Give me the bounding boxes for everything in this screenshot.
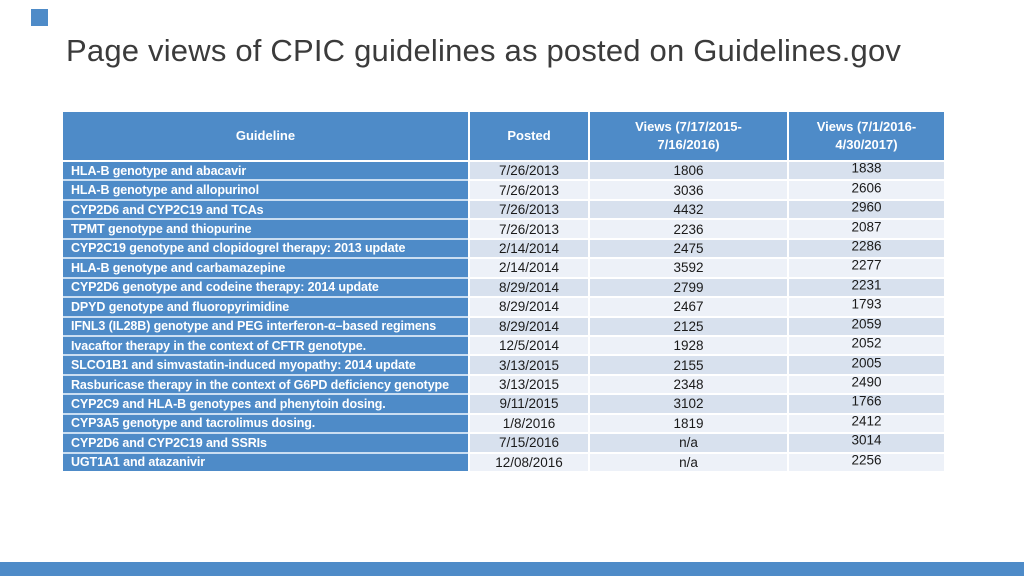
posted-cell: 7/26/2013 xyxy=(468,198,588,219)
views-2016-2017-cell: 2087 xyxy=(787,218,944,238)
column-header-views-2016-2017: Views (7/1/2016- 4/30/2017) xyxy=(787,112,944,160)
guidelines-table: Guideline Posted Views (7/17/2015- 7/16/… xyxy=(63,112,944,471)
posted-cell: 8/29/2014 xyxy=(468,315,588,335)
views-2015-2016-cell: 1806 xyxy=(588,160,787,180)
column-header-views-2015-2016: Views (7/17/2015- 7/16/2016) xyxy=(588,112,787,160)
posted-cell: 2/14/2014 xyxy=(468,257,588,277)
guideline-cell: UGT1A1 and atazanivir xyxy=(63,451,468,471)
views-2015-2016-cell: 2467 xyxy=(588,296,787,316)
views-2016-2017-cell: 1838 xyxy=(787,160,944,180)
table-row: UGT1A1 and atazanivir 12/08/2016 n/a 225… xyxy=(63,451,944,471)
table-row: TPMT genotype and thiopurine 7/26/2013 2… xyxy=(63,218,944,238)
corner-accent-square xyxy=(31,9,48,26)
table-row: CYP3A5 genotype and tacrolimus dosing. 1… xyxy=(63,412,944,433)
table-row: CYP2C19 genotype and clopidogrel therapy… xyxy=(63,237,944,258)
posted-cell: 7/26/2013 xyxy=(468,179,588,199)
guideline-cell: Ivacaftor therapy in the context of CFTR… xyxy=(63,334,468,355)
views-2015-2016-cell: 3102 xyxy=(588,393,787,413)
posted-cell: 9/11/2015 xyxy=(468,393,588,413)
guideline-cell: HLA-B genotype and carbamazepine xyxy=(63,257,468,277)
views-2016-2017-cell: 2412 xyxy=(787,412,944,433)
views-2015-2016-cell: 1928 xyxy=(588,334,787,355)
views-2016-2017-cell: 2256 xyxy=(787,451,944,471)
views-2016-2017-cell: 2059 xyxy=(787,315,944,335)
views-2016-2017-cell: 2277 xyxy=(787,257,944,277)
posted-cell: 7/26/2013 xyxy=(468,160,588,180)
guideline-cell: TPMT genotype and thiopurine xyxy=(63,218,468,238)
guideline-cell: CYP2C19 genotype and clopidogrel therapy… xyxy=(63,237,468,258)
views-2015-2016-cell: 2475 xyxy=(588,237,787,258)
table-row: Rasburicase therapy in the context of G6… xyxy=(63,373,944,394)
views-2015-2016-cell: 2125 xyxy=(588,315,787,335)
guideline-cell: Rasburicase therapy in the context of G6… xyxy=(63,373,468,394)
views-2016-2017-cell: 1766 xyxy=(787,393,944,413)
table-row: HLA-B genotype and allopurinol 7/26/2013… xyxy=(63,179,944,199)
posted-cell: 3/13/2015 xyxy=(468,354,588,374)
views-2015-2016-cell: 2348 xyxy=(588,373,787,394)
column-header-guideline: Guideline xyxy=(63,112,468,160)
table-row: SLCO1B1 and simvastatin-induced myopathy… xyxy=(63,354,944,374)
views-2016-2017-cell: 2231 xyxy=(787,276,944,297)
posted-cell: 2/14/2014 xyxy=(468,237,588,258)
posted-cell: 7/26/2013 xyxy=(468,218,588,238)
guideline-cell: CYP3A5 genotype and tacrolimus dosing. xyxy=(63,412,468,433)
guideline-cell: CYP2D6 and CYP2C19 and TCAs xyxy=(63,198,468,219)
posted-cell: 7/15/2016 xyxy=(468,432,588,452)
table-header-row: Guideline Posted Views (7/17/2015- 7/16/… xyxy=(63,112,944,160)
posted-cell: 12/5/2014 xyxy=(468,334,588,355)
page-title: Page views of CPIC guidelines as posted … xyxy=(66,33,902,68)
posted-cell: 8/29/2014 xyxy=(468,276,588,297)
guideline-cell: DPYD genotype and fluoropyrimidine xyxy=(63,296,468,316)
table-row: HLA-B genotype and abacavir 7/26/2013 18… xyxy=(63,160,944,180)
views-2016-2017-cell: 2490 xyxy=(787,373,944,394)
table-row: Ivacaftor therapy in the context of CFTR… xyxy=(63,334,944,355)
views-2015-2016-cell: n/a xyxy=(588,451,787,471)
views-2016-2017-cell: 2606 xyxy=(787,179,944,199)
views-2015-2016-cell: 2155 xyxy=(588,354,787,374)
guideline-cell: CYP2C9 and HLA-B genotypes and phenytoin… xyxy=(63,393,468,413)
views-2016-2017-cell: 1793 xyxy=(787,296,944,316)
guideline-cell: HLA-B genotype and allopurinol xyxy=(63,179,468,199)
views-2015-2016-cell: 3592 xyxy=(588,257,787,277)
table-row: CYP2D6 genotype and codeine therapy: 201… xyxy=(63,276,944,297)
table-row: HLA-B genotype and carbamazepine 2/14/20… xyxy=(63,257,944,277)
table-body: HLA-B genotype and abacavir 7/26/2013 18… xyxy=(63,160,944,471)
guideline-cell: CYP2D6 and CYP2C19 and SSRIs xyxy=(63,432,468,452)
posted-cell: 3/13/2015 xyxy=(468,373,588,394)
guideline-cell: CYP2D6 genotype and codeine therapy: 201… xyxy=(63,276,468,297)
posted-cell: 12/08/2016 xyxy=(468,451,588,471)
table-row: CYP2D6 and CYP2C19 and SSRIs 7/15/2016 n… xyxy=(63,432,944,452)
views-2015-2016-cell: 2799 xyxy=(588,276,787,297)
table-row: DPYD genotype and fluoropyrimidine 8/29/… xyxy=(63,296,944,316)
table-row: CYP2C9 and HLA-B genotypes and phenytoin… xyxy=(63,393,944,413)
views-2016-2017-cell: 2286 xyxy=(787,237,944,258)
views-2015-2016-cell: 1819 xyxy=(588,412,787,433)
guideline-cell: IFNL3 (IL28B) genotype and PEG interfero… xyxy=(63,315,468,335)
column-header-posted: Posted xyxy=(468,112,588,160)
views-2015-2016-cell: 3036 xyxy=(588,179,787,199)
posted-cell: 1/8/2016 xyxy=(468,412,588,433)
table-row: IFNL3 (IL28B) genotype and PEG interfero… xyxy=(63,315,944,335)
posted-cell: 8/29/2014 xyxy=(468,296,588,316)
views-2015-2016-cell: n/a xyxy=(588,432,787,452)
views-2015-2016-cell: 4432 xyxy=(588,198,787,219)
views-2016-2017-cell: 2005 xyxy=(787,354,944,374)
views-2016-2017-cell: 2052 xyxy=(787,334,944,355)
views-2015-2016-cell: 2236 xyxy=(588,218,787,238)
guideline-cell: HLA-B genotype and abacavir xyxy=(63,160,468,180)
views-2016-2017-cell: 3014 xyxy=(787,432,944,452)
bottom-accent-bar xyxy=(0,562,1024,576)
views-2016-2017-cell: 2960 xyxy=(787,198,944,219)
guideline-cell: SLCO1B1 and simvastatin-induced myopathy… xyxy=(63,354,468,374)
table-row: CYP2D6 and CYP2C19 and TCAs 7/26/2013 44… xyxy=(63,198,944,219)
